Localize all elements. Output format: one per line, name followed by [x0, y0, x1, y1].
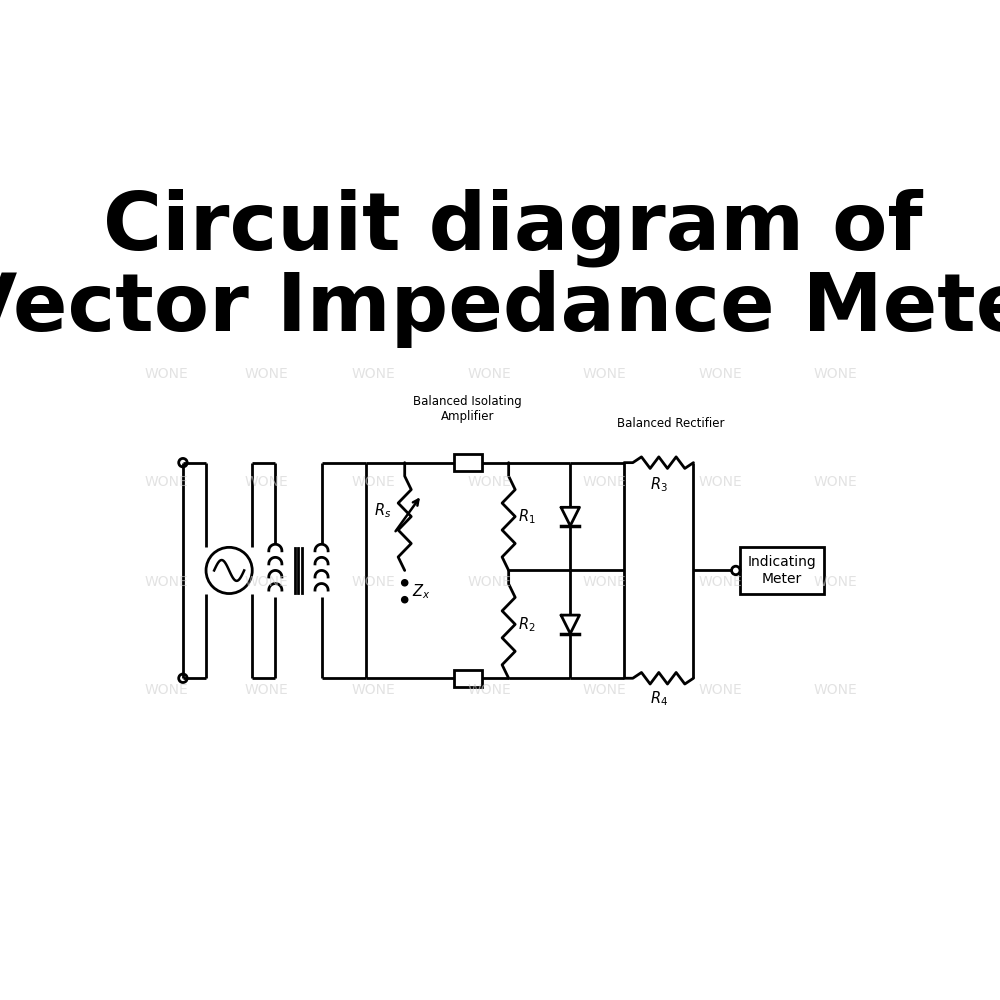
Text: WONE: WONE	[352, 367, 396, 381]
Text: WONE: WONE	[583, 683, 627, 697]
Text: WONE: WONE	[468, 367, 511, 381]
Text: WONE: WONE	[699, 575, 742, 589]
Text: WONE: WONE	[814, 367, 858, 381]
Bar	[740, 547, 824, 594]
Text: WONE: WONE	[244, 575, 288, 589]
Text: WONE: WONE	[699, 367, 742, 381]
Bar	[454, 454, 482, 471]
Text: WONE: WONE	[144, 475, 188, 489]
Text: WONE: WONE	[144, 367, 188, 381]
Bar	[454, 670, 482, 687]
Text: WONE: WONE	[244, 683, 288, 697]
Text: $Z_x$: $Z_x$	[412, 582, 431, 601]
Text: WONE: WONE	[814, 683, 858, 697]
Text: WONE: WONE	[583, 475, 627, 489]
Text: WONE: WONE	[468, 475, 511, 489]
Text: $R_3$: $R_3$	[650, 476, 668, 494]
Text: $R_1$: $R_1$	[518, 507, 536, 526]
Text: WONE: WONE	[814, 575, 858, 589]
Text: Balanced Isolating
Amplifier: Balanced Isolating Amplifier	[413, 395, 522, 423]
Text: WONE: WONE	[468, 575, 511, 589]
Text: $R_4$: $R_4$	[650, 690, 668, 708]
Text: $R_s$: $R_s$	[374, 501, 392, 520]
Text: $R_2$: $R_2$	[518, 615, 535, 634]
Text: WONE: WONE	[244, 475, 288, 489]
Text: WONE: WONE	[352, 683, 396, 697]
Text: WONE: WONE	[144, 575, 188, 589]
Circle shape	[402, 597, 408, 603]
Text: WONE: WONE	[352, 575, 396, 589]
Text: WONE: WONE	[814, 475, 858, 489]
Text: Indicating
Meter: Indicating Meter	[748, 555, 816, 586]
Text: Circuit diagram of: Circuit diagram of	[103, 189, 922, 267]
Text: WONE: WONE	[468, 683, 511, 697]
Text: Balanced Rectifier: Balanced Rectifier	[617, 417, 724, 430]
Text: WONE: WONE	[144, 683, 188, 697]
Text: WONE: WONE	[583, 367, 627, 381]
Circle shape	[402, 580, 408, 586]
Text: WONE: WONE	[583, 575, 627, 589]
Text: Vector Impedance Meter: Vector Impedance Meter	[0, 270, 1000, 348]
Text: WONE: WONE	[352, 475, 396, 489]
Text: WONE: WONE	[244, 367, 288, 381]
Text: WONE: WONE	[699, 683, 742, 697]
Text: WONE: WONE	[699, 475, 742, 489]
